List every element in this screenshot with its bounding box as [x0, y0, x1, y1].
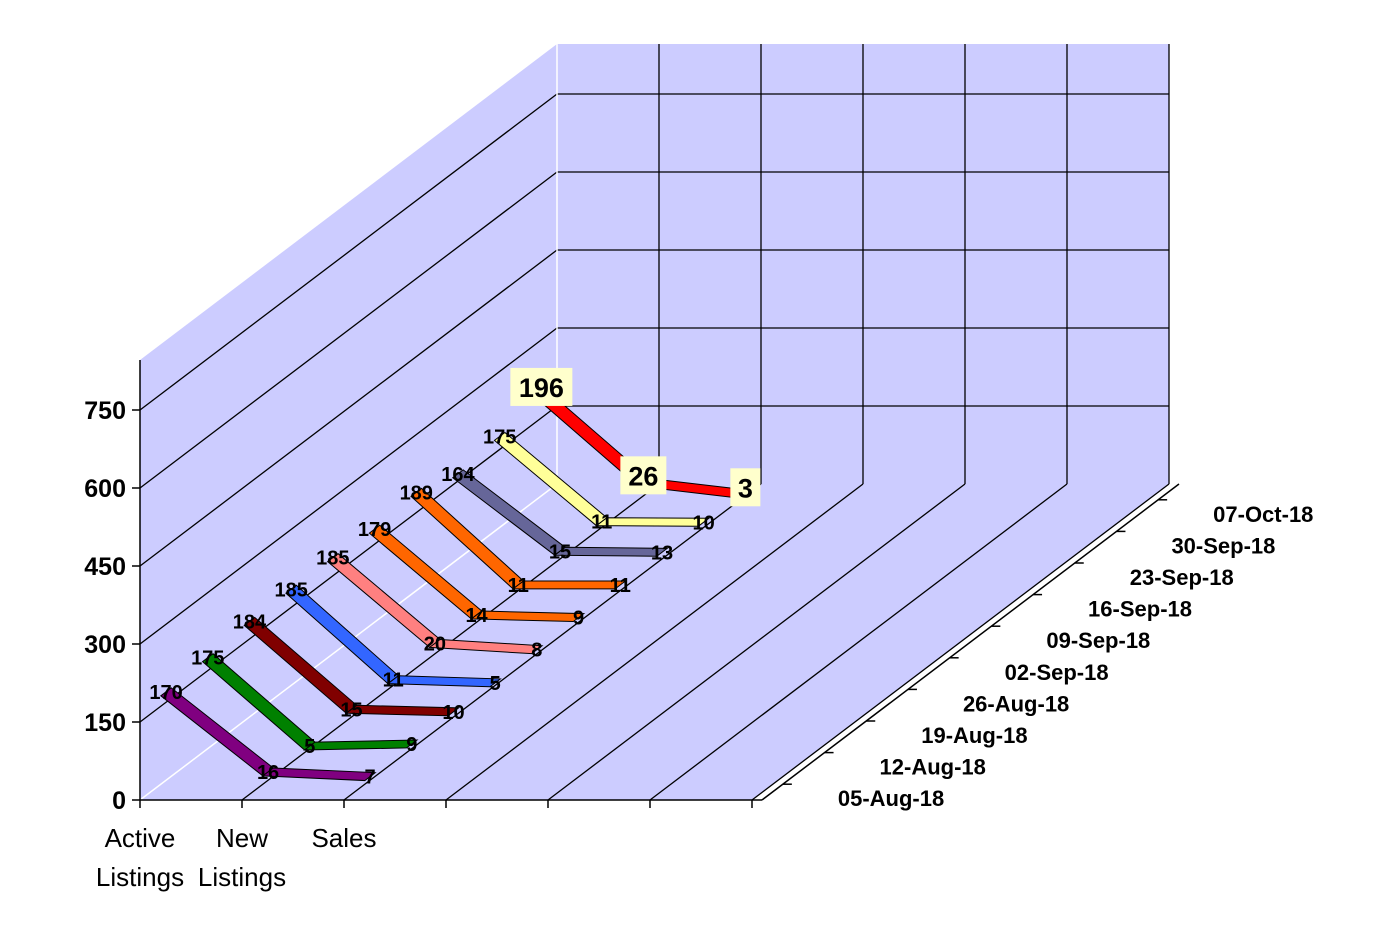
series-label: 26-Aug-18 [963, 691, 1069, 716]
data-label-bg [510, 367, 573, 406]
data-label-bg [730, 468, 761, 507]
chart-axes: 0 150 300 450 600 750 Active Listings New Listing… [84, 360, 1313, 892]
left-wall-gridline [139, 171, 558, 489]
data-label: 11 [383, 670, 404, 692]
ribbon-segment [428, 638, 544, 655]
data-label: 9 [573, 608, 584, 630]
ribbon-segment [511, 580, 627, 590]
category-label-line: Listings [96, 862, 184, 892]
category-label-line: Active [105, 823, 176, 853]
left-wall-gridline [139, 93, 558, 411]
data-label: 10 [693, 512, 715, 534]
floor-gridline [445, 483, 864, 801]
data-label: 13 [651, 542, 673, 564]
floor-gridline [343, 483, 762, 801]
y-tick-label: 450 [84, 553, 126, 581]
data-label: 196 [519, 373, 564, 403]
data-label: 11 [508, 575, 529, 597]
data-label: 5 [304, 736, 315, 758]
y-tick-label: 750 [84, 397, 126, 425]
y-tick-label: 0 [112, 787, 126, 815]
data-label: 15 [549, 541, 571, 563]
data-label-bg [620, 456, 667, 495]
data-label: 185 [316, 548, 349, 570]
data-label: 164 [441, 464, 475, 486]
chart-labels: 196 26 3 175 11 10 164 15 13 189 11 11 179 14 9 185 20 8 1… [149, 367, 761, 789]
data-label: 185 [274, 579, 307, 601]
data-label: 175 [483, 426, 516, 448]
category-label: New Listings [198, 823, 286, 892]
data-label: 11 [610, 575, 631, 597]
data-label: 5 [490, 673, 501, 695]
left-wall [140, 44, 557, 800]
series-label: 09-Sep-18 [1046, 628, 1150, 653]
ribbon-segment [261, 767, 377, 782]
ribbon-segment [469, 610, 586, 623]
y-tick-label: 300 [84, 631, 126, 659]
data-label: 8 [531, 640, 542, 662]
series-label: 19-Aug-18 [921, 723, 1027, 748]
floor-gridline [649, 483, 1068, 801]
chart-series [160, 389, 752, 782]
data-label: 20 [424, 633, 446, 655]
data-label: 3 [738, 473, 753, 503]
category-label-line: Sales [311, 823, 376, 853]
ribbon-segment [303, 739, 419, 751]
data-label: 10 [442, 702, 464, 724]
series-label: 02-Sep-18 [1005, 660, 1109, 685]
chart-gridlines [139, 44, 1170, 801]
chart-walls [140, 44, 1169, 800]
category-label-line: New [216, 823, 268, 853]
ribbon-segment [594, 517, 711, 527]
data-label: 179 [358, 519, 391, 541]
series-label: 12-Aug-18 [880, 755, 986, 780]
category-label: Sales [311, 823, 376, 853]
data-label: 11 [591, 512, 612, 534]
data-label: 7 [365, 767, 376, 789]
series-label: 05-Aug-18 [838, 786, 944, 811]
left-wall-gridline [139, 327, 558, 645]
data-label: 170 [149, 682, 182, 704]
series-label: 16-Sep-18 [1088, 597, 1192, 622]
data-label: 9 [406, 734, 417, 756]
floor-gridline [751, 483, 1170, 801]
data-label: 189 [400, 482, 433, 504]
ribbon-segment [344, 704, 461, 717]
floor-gridline [547, 483, 966, 801]
series-label: 07-Oct-18 [1213, 502, 1313, 527]
data-label: 15 [340, 699, 362, 721]
ribbon-segment [553, 546, 669, 557]
data-label: 16 [257, 762, 279, 784]
depth-axis-line [761, 483, 1180, 801]
ribbon-segment [386, 675, 502, 688]
category-label-line: Listings [198, 862, 286, 892]
category-label: Active Listings [96, 823, 184, 892]
series-label: 30-Sep-18 [1171, 533, 1275, 558]
y-tick-label: 150 [84, 709, 126, 737]
y-tick-label: 600 [84, 475, 126, 503]
data-label: 175 [191, 648, 224, 670]
data-label: 14 [465, 605, 488, 627]
left-wall-gridline [139, 249, 558, 567]
data-label: 26 [628, 461, 658, 491]
data-label: 184 [233, 611, 267, 633]
series-label: 23-Sep-18 [1130, 565, 1234, 590]
